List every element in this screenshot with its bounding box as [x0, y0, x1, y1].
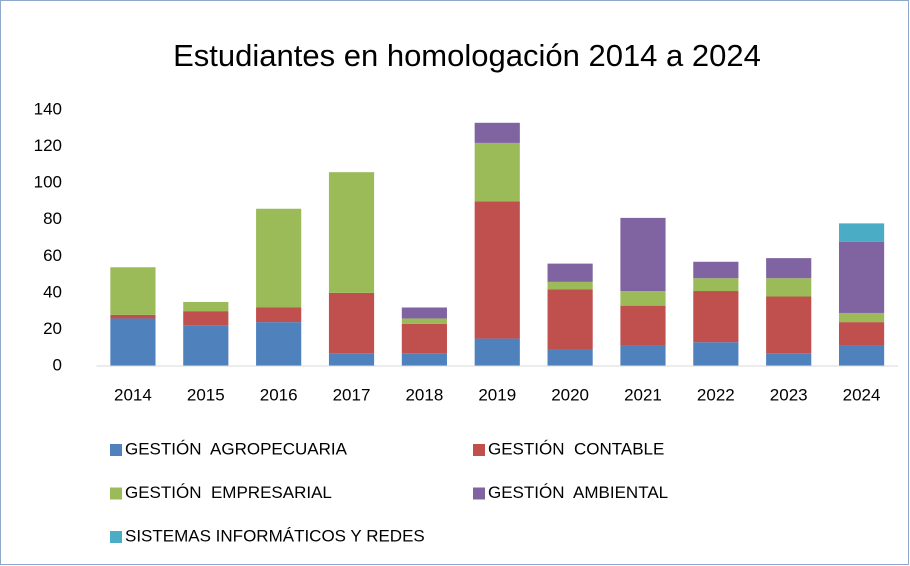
bar-segment [183, 311, 229, 326]
bar-segment [693, 278, 739, 292]
bar-segment [766, 278, 812, 297]
bar-segment [838, 223, 885, 242]
legend-swatch [473, 487, 485, 500]
y-tick-label: 100 [34, 173, 62, 192]
x-tick-label: 2014 [114, 385, 152, 404]
bar-segment [693, 291, 739, 343]
bar-segment [110, 314, 156, 319]
bar-segment [838, 345, 885, 366]
bar-segment [620, 305, 666, 346]
bar-segment [693, 342, 739, 366]
legend-label: SISTEMAS INFORMÁTICOS Y REDES [125, 526, 425, 545]
bar-segment [474, 201, 520, 339]
x-tick-label: 2015 [187, 385, 225, 404]
x-tick-label: 2017 [333, 385, 371, 404]
bar-segment [693, 261, 739, 279]
y-tick-label: 80 [43, 209, 62, 228]
bar-segment [256, 307, 302, 323]
bar-segment [547, 289, 593, 350]
x-tick-label: 2019 [478, 385, 516, 404]
y-tick-label: 40 [43, 282, 62, 301]
y-tick-label: 20 [43, 319, 62, 338]
bar-segment [838, 312, 885, 323]
legend-swatch [110, 531, 122, 543]
bar-segment [110, 318, 156, 366]
chart-title: Estudiantes en homologación 2014 a 2024 [173, 38, 761, 73]
bar-segment [766, 258, 812, 279]
x-tick-label: 2021 [624, 385, 662, 404]
legend-label: GESTIÓN EMPRESARIAL [125, 483, 332, 502]
bar-segment [328, 353, 375, 366]
x-tick-label: 2023 [770, 385, 808, 404]
bar-segment [401, 307, 447, 319]
legend-label: GESTIÓN AMBIENTAL [488, 483, 668, 502]
legend-label: GESTIÓN CONTABLE [488, 439, 664, 458]
y-tick-label: 120 [34, 136, 62, 155]
bar-segment [838, 241, 885, 313]
legend-label: GESTIÓN AGROPECUARIA [125, 439, 348, 458]
x-tick-label: 2016 [260, 385, 298, 404]
legend-swatch [110, 444, 122, 456]
bar-segment [183, 325, 229, 366]
y-tick-label: 140 [34, 99, 62, 118]
bar-segment [256, 322, 302, 366]
bar-segment [110, 267, 156, 315]
x-tick-label: 2018 [405, 385, 443, 404]
bar-segment [547, 263, 593, 282]
bar-segment [620, 345, 666, 366]
bar-segment [766, 353, 812, 366]
bar-segment [474, 338, 520, 366]
bar-segment [838, 322, 885, 346]
y-tick-label: 0 [53, 355, 62, 374]
x-tick-label: 2020 [551, 385, 589, 404]
y-tick-label: 60 [43, 246, 62, 265]
x-tick-label: 2024 [843, 385, 881, 404]
bar-segment [328, 172, 375, 293]
bar-segment [401, 353, 447, 366]
bar-segment [328, 292, 375, 354]
bar-segment [256, 208, 302, 308]
bar-segment [620, 291, 666, 306]
bar-segment [183, 302, 229, 312]
bar-segment [620, 217, 666, 292]
bar-segment [474, 122, 520, 143]
bar-segment [547, 281, 593, 290]
bar-segment [474, 142, 520, 202]
x-tick-label: 2022 [697, 385, 735, 404]
legend-swatch [473, 444, 485, 456]
bar-segment [401, 318, 447, 324]
bar-segment [401, 323, 447, 354]
bar-segment [547, 349, 593, 366]
bar-segment [766, 296, 812, 354]
legend-swatch [110, 487, 122, 500]
